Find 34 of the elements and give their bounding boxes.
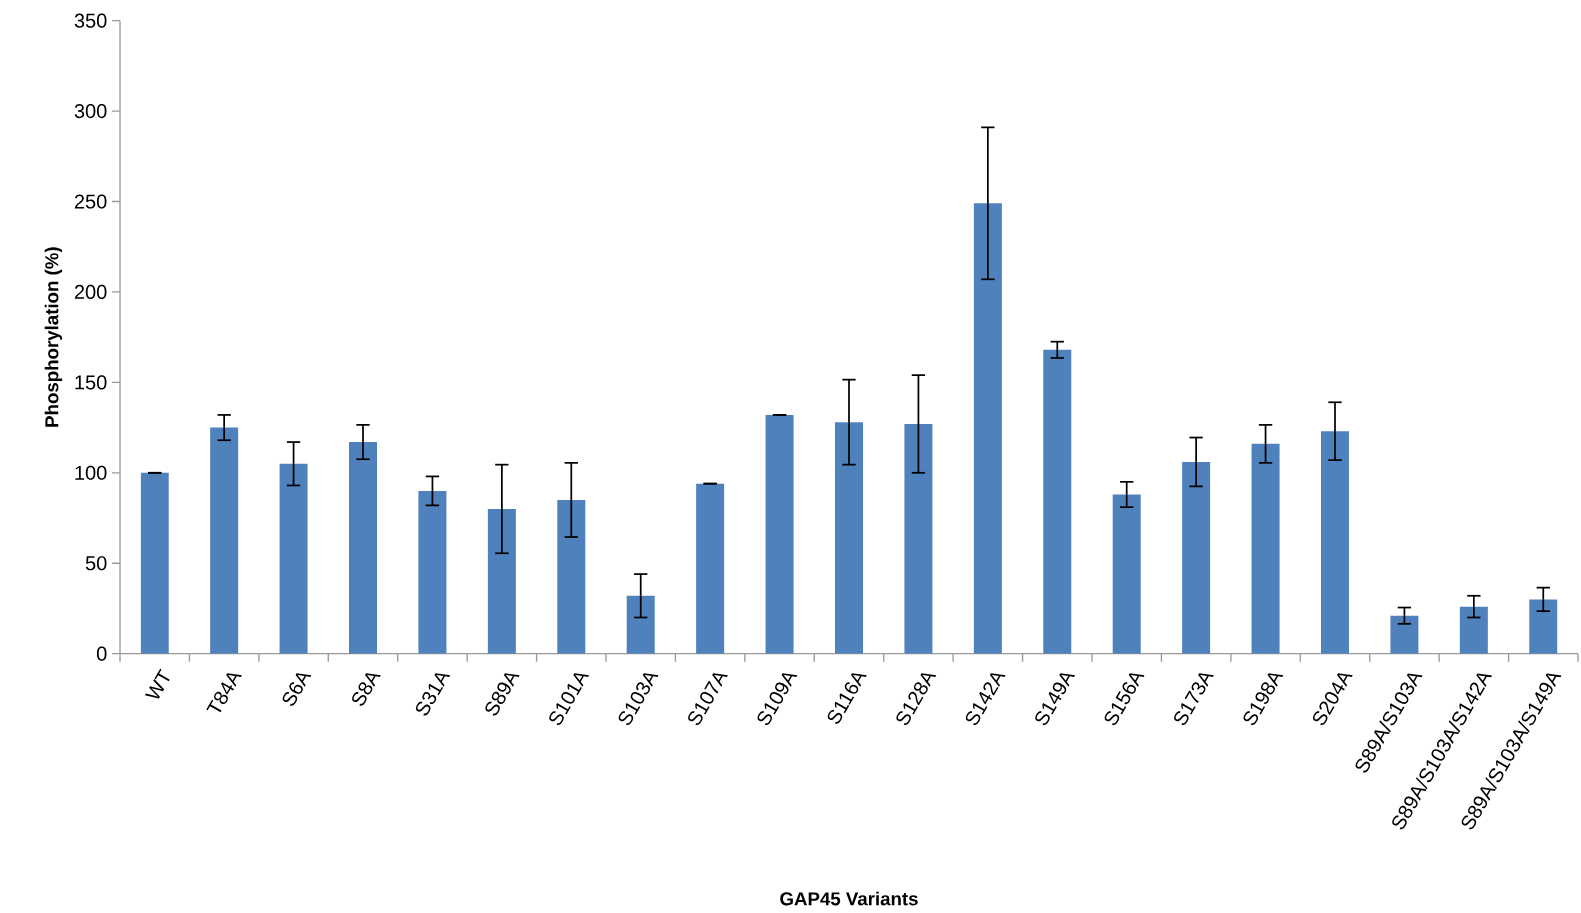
- x-axis-title: GAP45 Variants: [780, 891, 918, 906]
- bar: [1529, 599, 1558, 654]
- y-tick-label: 250: [74, 194, 107, 209]
- bar: [557, 499, 586, 654]
- bar: [140, 472, 169, 654]
- x-tick-label: S6A: [282, 673, 312, 706]
- bar: [835, 422, 863, 654]
- x-tick-label: WT: [144, 668, 170, 699]
- bar: [1182, 461, 1211, 654]
- y-axis-title: Phosphorylation (%): [44, 247, 63, 427]
- y-tick-label: 150: [75, 375, 107, 390]
- bar: [1043, 349, 1072, 654]
- bar: [487, 508, 516, 654]
- bar: [1251, 443, 1280, 654]
- y-tick-label: 200: [74, 284, 107, 300]
- bar: [626, 595, 655, 654]
- bar: [349, 442, 378, 654]
- x-tick-label: S8A: [352, 673, 381, 706]
- y-tick-label: 350: [74, 13, 107, 28]
- y-tick-label: 0: [96, 646, 107, 661]
- y-tick-label: 100: [75, 465, 107, 480]
- bar: [1459, 606, 1488, 654]
- bar: [210, 427, 239, 654]
- bar: [1112, 494, 1141, 654]
- bar: [279, 463, 308, 654]
- bar: [1320, 431, 1349, 654]
- bar: [904, 423, 933, 654]
- bar: [696, 483, 725, 654]
- bar: [1390, 615, 1419, 654]
- bar: [973, 203, 1002, 654]
- y-tick-label: 300: [74, 104, 107, 119]
- y-tick-label: 50: [85, 556, 107, 571]
- bar: [765, 414, 794, 654]
- bar: [418, 490, 447, 654]
